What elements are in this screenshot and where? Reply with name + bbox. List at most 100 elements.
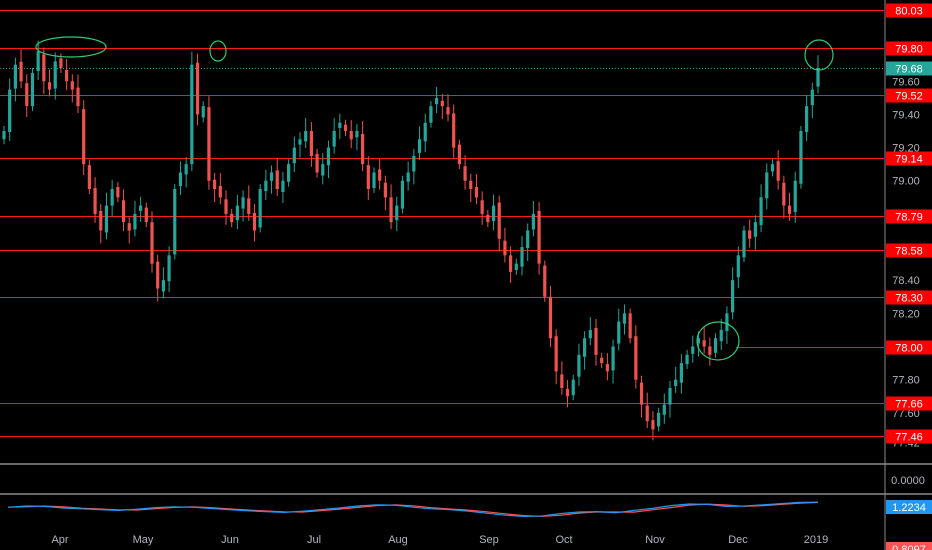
candle-body — [82, 109, 86, 165]
candle-body — [457, 144, 461, 165]
candle-body — [2, 131, 6, 140]
candle-body — [87, 165, 91, 190]
candle-body — [326, 147, 331, 166]
level-label-9: 77.46 — [895, 432, 923, 444]
annotation-circle-3 — [696, 321, 740, 361]
level-label-5: 78.58 — [895, 246, 923, 258]
candle-body — [304, 131, 308, 142]
candle-body — [292, 147, 296, 164]
candle-body — [611, 346, 615, 371]
candle-body — [343, 124, 348, 132]
candle-body — [759, 197, 763, 226]
candle-body — [30, 72, 35, 107]
candle-body — [770, 164, 775, 172]
candle-body — [713, 338, 718, 353]
candle-body — [8, 89, 12, 133]
level-label-bg-0 — [886, 3, 932, 18]
candle-body — [190, 64, 194, 165]
candle-body — [520, 247, 524, 267]
candle-body — [315, 153, 319, 173]
oscillator-bottom-label-bg — [886, 542, 932, 550]
candle-body — [207, 107, 211, 181]
candle-body — [139, 205, 143, 211]
candle-body — [161, 280, 165, 292]
candle-body — [526, 230, 530, 249]
candle-body — [281, 180, 285, 193]
candle-body — [674, 379, 678, 386]
candle-body — [554, 336, 558, 372]
candle-body — [224, 199, 228, 214]
candle-body — [372, 172, 376, 189]
candle-body — [406, 172, 410, 182]
candle-body — [349, 131, 353, 140]
candle-body — [440, 100, 444, 107]
candle-body — [258, 189, 262, 228]
candle-body — [156, 261, 160, 289]
candle-body — [793, 180, 797, 212]
oscillator-bottom-label: 0.8097 — [892, 544, 926, 550]
candle-body — [765, 172, 769, 199]
candle-body — [480, 200, 484, 214]
candle-body — [696, 338, 701, 344]
level-label-bg-7 — [886, 340, 932, 355]
candle-body — [531, 213, 535, 230]
candle-body — [474, 187, 479, 198]
candle-body — [47, 82, 52, 90]
candle-body — [378, 169, 382, 181]
candle-body — [42, 54, 46, 82]
candle-body — [127, 223, 131, 231]
level-label-1: 79.80 — [895, 44, 923, 56]
candle-body — [423, 122, 427, 142]
candle-body — [19, 61, 23, 82]
candle-body — [218, 186, 222, 198]
candle-body — [201, 106, 205, 118]
candle-body — [167, 255, 171, 282]
price-labels: 80.03 79.80 79.52 79.14 78.79 78.58 78.30 78.00… — [886, 3, 932, 444]
x-tick-label-9: 2019 — [804, 534, 828, 546]
current-price-label-bg — [886, 61, 932, 76]
candle-body — [76, 87, 80, 107]
candle-body — [417, 139, 422, 153]
x-tick-label-8: Dec — [728, 534, 748, 546]
y-tick-label-0: 79.60 — [892, 76, 920, 88]
oscillator-main-line — [7, 501, 819, 518]
candle-body — [104, 205, 109, 233]
candle-body — [53, 61, 57, 89]
candle-body — [144, 207, 148, 223]
horizontal-levels — [0, 10, 884, 437]
candle-body — [429, 106, 433, 123]
level-label-bg-2 — [886, 88, 932, 103]
candle-body — [787, 205, 792, 214]
candle-body — [805, 106, 809, 133]
oscillator-pane: 0.0000 1.2234 0.8097 — [7, 475, 932, 550]
oscillator-signal-line — [7, 501, 819, 517]
oscillator-current-label-bg — [886, 500, 932, 514]
candle-body — [235, 205, 239, 221]
candle-body — [93, 188, 97, 214]
candle-body — [264, 180, 268, 192]
candle-body — [628, 313, 632, 339]
candle-body — [110, 189, 114, 206]
candle-body — [486, 214, 490, 223]
candle-body — [230, 213, 234, 223]
candle-body — [13, 64, 17, 89]
candle-body — [782, 182, 786, 206]
candle-body — [742, 230, 746, 258]
candle-body — [702, 340, 706, 347]
candle-body — [639, 382, 644, 405]
candle-body — [685, 354, 689, 365]
candle-body — [560, 374, 564, 388]
candle-body — [59, 58, 63, 69]
candle-body — [736, 255, 740, 278]
y-tick-label-6: 78.40 — [892, 275, 920, 287]
candle-body — [116, 187, 120, 198]
level-label-6: 78.30 — [895, 293, 923, 305]
candle-body — [469, 180, 473, 190]
candle-body — [548, 296, 553, 339]
candle-body — [383, 182, 387, 198]
level-label-8: 77.66 — [895, 399, 923, 411]
level-label-2: 79.52 — [895, 91, 923, 103]
candle-body — [719, 329, 723, 342]
candle-body — [178, 172, 183, 187]
